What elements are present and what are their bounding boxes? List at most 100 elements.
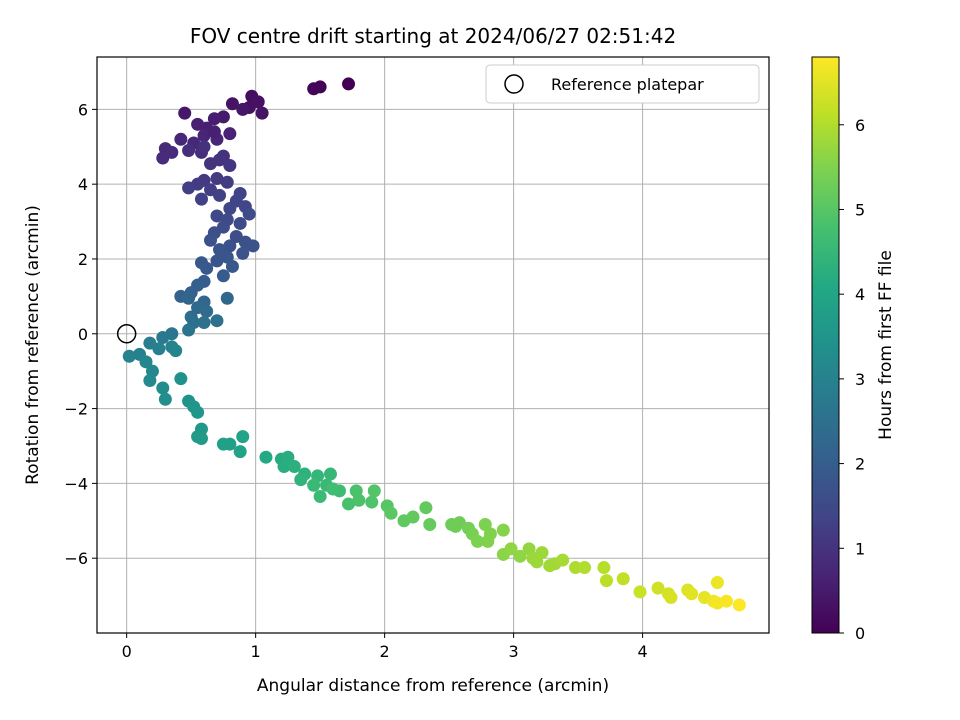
scatter-point	[633, 585, 647, 599]
scatter-point	[197, 316, 211, 330]
scatter-point	[182, 291, 196, 305]
scatter-point	[365, 495, 379, 509]
y-axis-label: Rotation from reference (arcmin)	[23, 205, 43, 485]
colorbar-tick-label: 1	[855, 539, 865, 558]
x-tick-label: 3	[509, 642, 519, 661]
scatter-point	[732, 598, 746, 612]
scatter-point	[178, 106, 192, 120]
x-axis-label: Angular distance from reference (arcmin)	[257, 676, 609, 696]
plot-frame	[96, 56, 770, 634]
scatter-point	[207, 125, 221, 139]
y-tick-label: 2	[78, 250, 88, 269]
scatter-point	[207, 112, 221, 126]
colorbar-tick-label: 6	[855, 116, 865, 135]
scatter-point	[384, 506, 398, 520]
scatter-point	[174, 372, 188, 386]
scatter-point	[342, 77, 356, 91]
scatter-point	[122, 349, 136, 363]
scatter-point	[277, 460, 291, 474]
scatter-point	[191, 430, 205, 444]
legend-entry-reference-platepar: Reference platepar	[551, 75, 704, 94]
y-tick-label: 6	[78, 100, 88, 119]
scatter-point	[513, 549, 527, 563]
y-tick-label: −6	[64, 549, 88, 568]
scatter-point	[664, 590, 678, 604]
data-points	[122, 77, 746, 612]
scatter-point	[156, 151, 170, 165]
scatter-point	[169, 344, 183, 358]
scatter-point	[242, 207, 256, 221]
scatter-point	[220, 175, 234, 189]
scatter-point	[152, 342, 166, 356]
x-tick-label: 0	[122, 642, 132, 661]
scatter-point	[419, 501, 433, 515]
reference-platepar-marker	[116, 324, 137, 344]
scatter-point	[651, 581, 665, 595]
scatter-point	[225, 97, 239, 111]
colorbar-ticks: 0 1 2 3 4 5 6	[839, 116, 865, 643]
colorbar-tick-label: 2	[855, 455, 865, 474]
scatter-point	[719, 594, 733, 608]
scatter-point	[213, 153, 227, 167]
x-axis-ticks: 0 1 2 3 4	[122, 633, 648, 661]
scatter-point	[182, 181, 196, 195]
x-tick-label: 4	[638, 642, 648, 661]
scatter-point	[556, 553, 570, 567]
legend-box	[485, 64, 760, 104]
scatter-point	[616, 572, 630, 586]
colorbar-label: Hours from first FF file	[876, 250, 896, 440]
colorbar-tick-label: 3	[855, 370, 865, 389]
scatter-point	[182, 323, 196, 337]
x-tick-label: 2	[380, 642, 390, 661]
colorbar-gradient	[811, 56, 840, 634]
scatter-point	[174, 132, 188, 146]
scatter-point	[535, 546, 549, 560]
scatter-point	[156, 381, 170, 395]
scatter-point	[223, 201, 237, 215]
legend: Reference platepar	[485, 64, 760, 104]
scatter-point	[216, 269, 230, 283]
scatter-point	[210, 172, 224, 186]
scatter-point	[223, 158, 237, 172]
scatter-point	[225, 259, 239, 273]
scatter-point	[236, 246, 250, 260]
scatter-point	[367, 484, 381, 498]
scatter-point	[307, 82, 321, 96]
scatter-point	[342, 497, 356, 511]
scatter-point	[287, 460, 301, 474]
scatter-point	[569, 561, 583, 575]
scatter-point	[156, 331, 170, 345]
scatter-point	[599, 574, 613, 588]
y-tick-label: 0	[78, 325, 88, 344]
y-axis-ticks: −6 −4 −2 0 2 4 6	[64, 100, 97, 568]
scatter-point	[210, 254, 224, 268]
y-tick-label: −4	[64, 474, 88, 493]
scatter-point	[294, 473, 308, 487]
scatter-point	[496, 523, 510, 537]
chart-title: FOV centre drift starting at 2024/06/27 …	[190, 24, 676, 48]
scatter-point	[223, 437, 237, 451]
scatter-point	[504, 542, 518, 556]
scatter-point	[710, 576, 724, 590]
scatter-point	[307, 478, 321, 492]
y-tick-label: 4	[78, 175, 88, 194]
scatter-point	[223, 239, 237, 253]
scatter-point	[197, 140, 211, 154]
scatter-point	[191, 405, 205, 419]
y-tick-label: −2	[64, 400, 88, 419]
scatter-point	[210, 314, 224, 328]
scatter-point	[223, 127, 237, 141]
colorbar-tick-label: 5	[855, 200, 865, 219]
legend-marker	[504, 74, 524, 94]
scatter-point	[349, 484, 363, 498]
scatter-point	[449, 519, 463, 533]
x-tick-label: 1	[251, 642, 261, 661]
scatter-point	[246, 239, 260, 253]
colorbar: 0 1 2 3 4 5 6 Hours from first FF file	[811, 56, 896, 643]
scatter-point	[259, 450, 273, 464]
scatter-point	[406, 510, 420, 524]
scatter-point	[197, 129, 211, 143]
scatter-point	[213, 188, 227, 202]
scatter-point	[323, 467, 337, 481]
